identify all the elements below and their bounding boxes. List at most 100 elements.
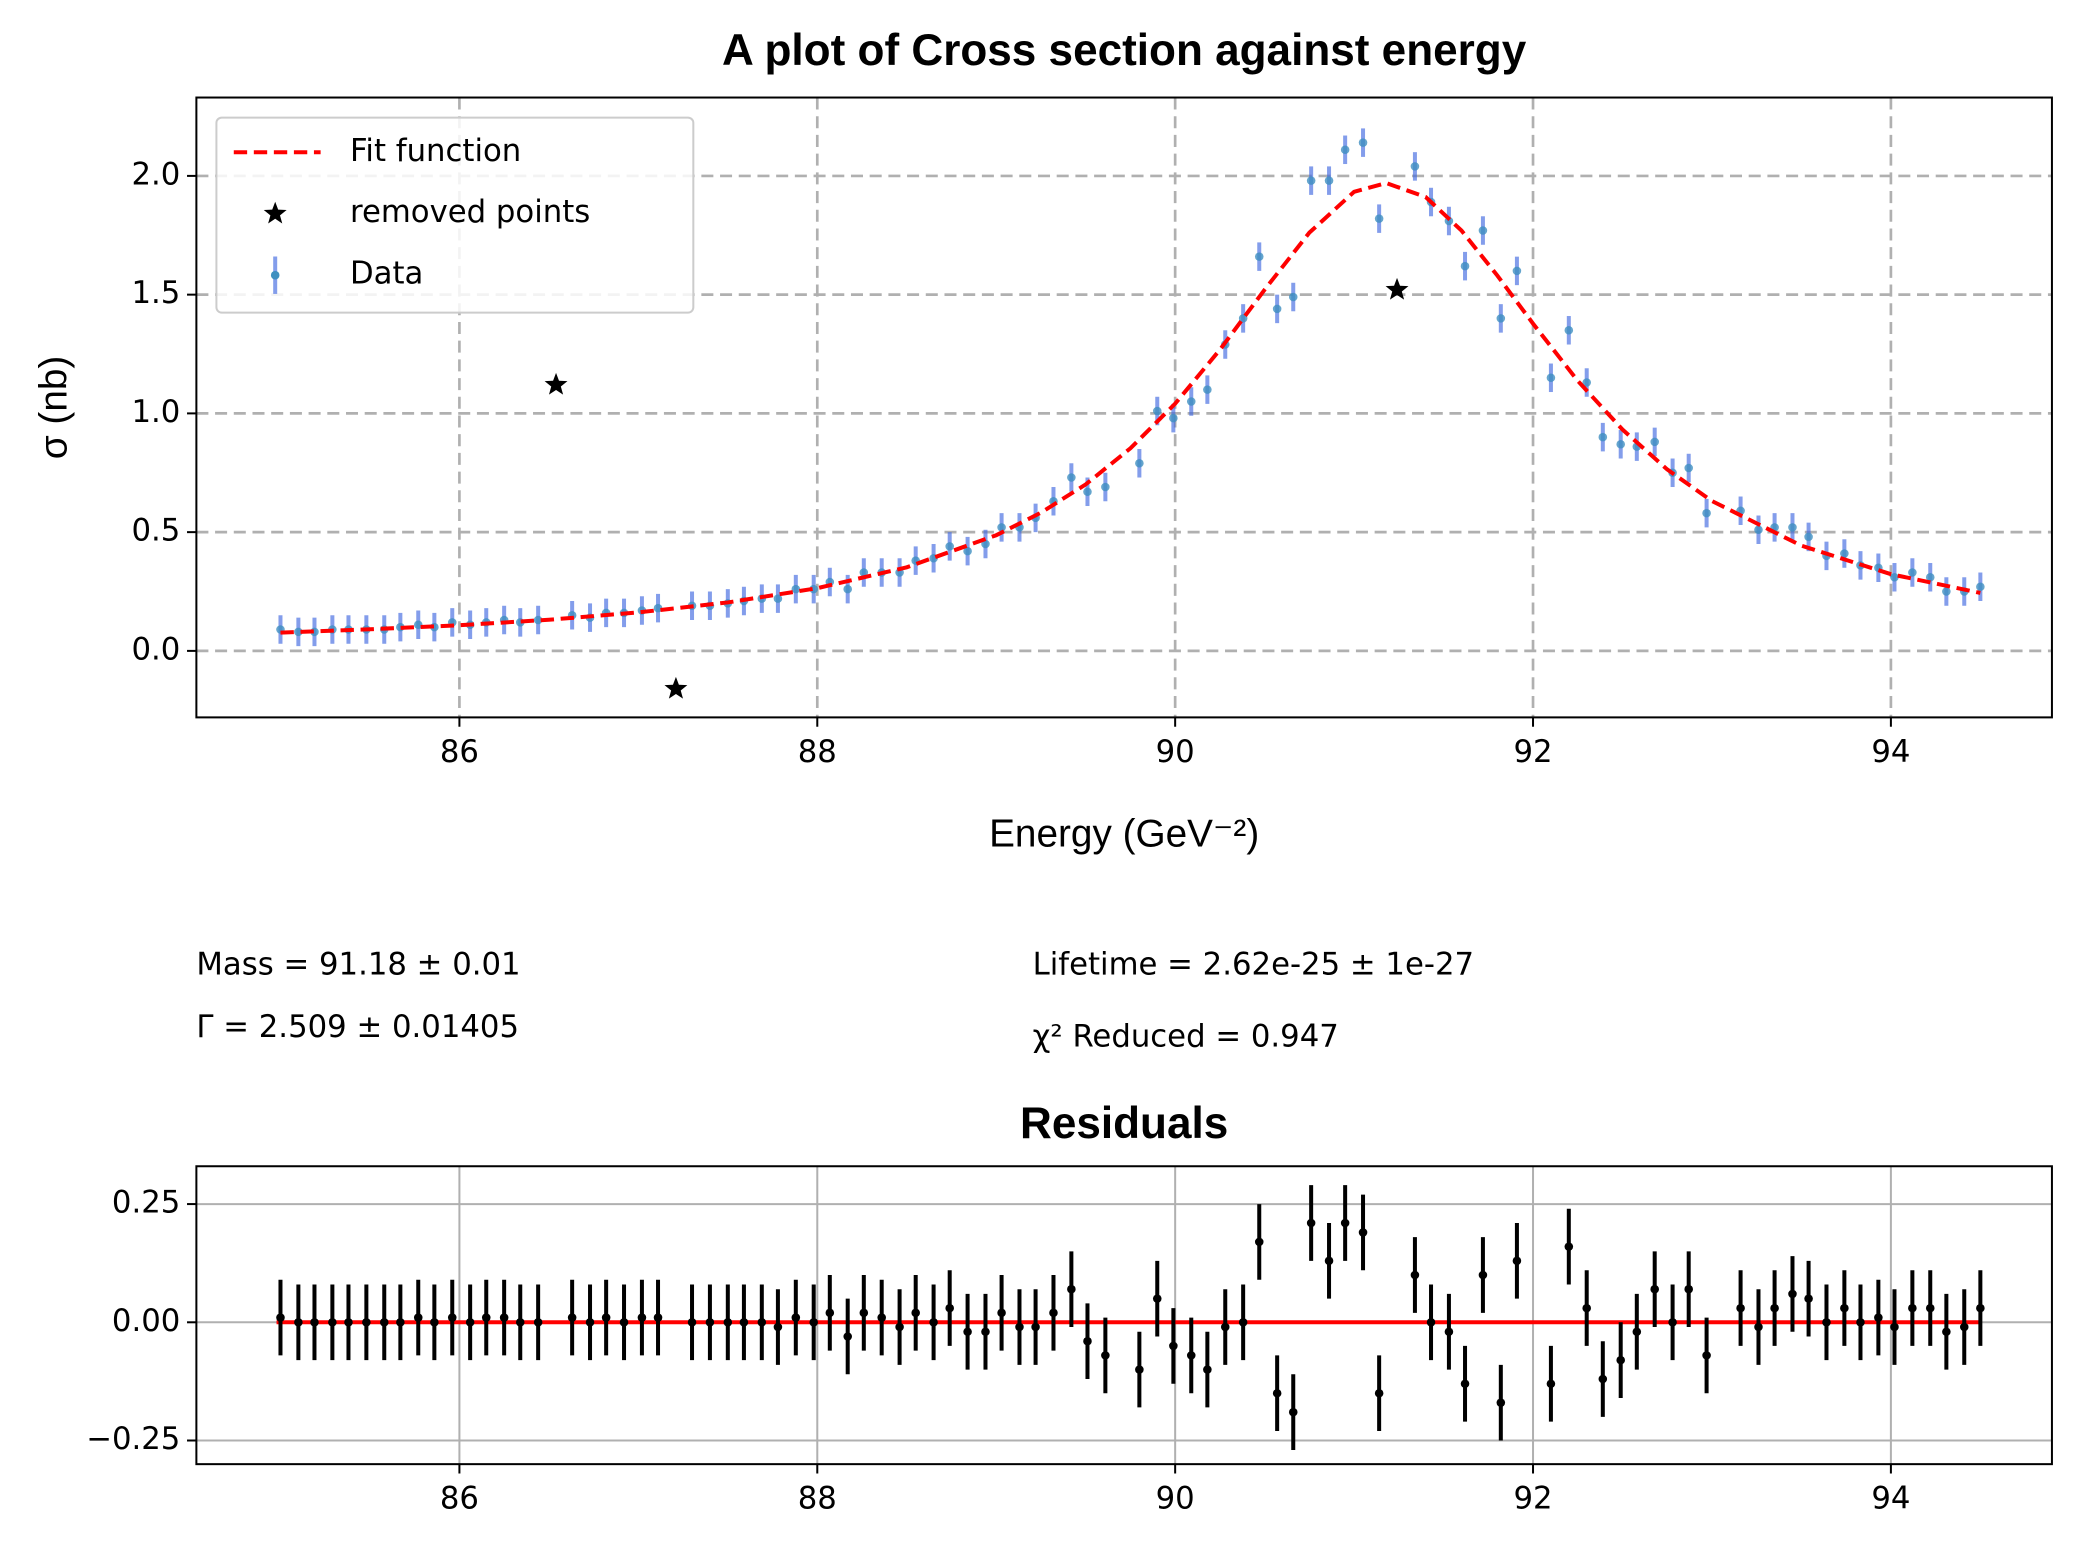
data-point [1340,1218,1350,1228]
data-point [1890,572,1899,582]
annotation: Mass = 91.18 ± 0.01 [196,946,520,982]
data-point [499,1313,509,1322]
data-point [1238,314,1248,323]
data-point [877,1313,886,1322]
data-point [723,1318,733,1327]
data-point [1890,1322,1899,1332]
x-tick-label: 94 [1871,1481,1910,1517]
data-point [533,1318,543,1327]
data-point [1650,437,1659,447]
data-point [1203,1365,1212,1374]
annotation: Γ = 2.509 ± 0.01405 [196,1009,519,1045]
x-tick-label: 90 [1156,734,1195,770]
legend-label: Fit function [350,133,521,169]
data-point [809,1318,818,1327]
data-point [809,584,818,594]
data-point [981,1327,990,1337]
data-point [1306,1218,1316,1228]
data-point [430,1318,439,1327]
data-point [1976,1303,1985,1313]
data-point [1238,1318,1248,1327]
x-tick-label: 86 [440,1481,479,1517]
data-point [1804,1294,1813,1303]
data-point [773,594,783,603]
data-point [963,546,972,556]
y-tick-label: 1.5 [131,275,180,311]
data-point [1856,1318,1865,1327]
data-point [963,1327,972,1337]
data-point [1822,1318,1831,1327]
data-point [859,568,869,577]
data-point [1684,463,1693,473]
data-point [843,584,852,594]
chart-title: Residuals [1020,1099,1228,1148]
data-point [1512,266,1522,276]
data-point [413,620,423,630]
data-point [1840,549,1849,558]
data-point [1101,1351,1110,1360]
y-tick-label: 0.25 [112,1185,180,1221]
data-point [739,1318,749,1327]
data-point [1684,1284,1693,1294]
data-point [1049,1308,1058,1318]
data-point [1478,226,1488,235]
data-point [653,1313,663,1322]
data-point [997,1308,1006,1318]
data-point [1374,1388,1384,1398]
data-point [1254,252,1264,261]
data-point [1135,458,1144,468]
data-point [945,542,954,551]
data-point [1908,568,1917,577]
data-point [1426,1318,1436,1327]
data-point [447,1313,457,1322]
removed-point [544,372,568,395]
data-point [1169,413,1178,423]
data-point [705,1318,715,1327]
data-point [276,1313,285,1322]
data-point [1288,1407,1298,1417]
legend-label: removed points [350,194,590,230]
data-point [1546,1379,1556,1389]
data-point [1083,1336,1092,1346]
data-point [773,1322,783,1332]
data-point [1925,572,1935,582]
chart-title: A plot of Cross section against energy [722,26,1527,75]
data-point [1478,1270,1488,1280]
data-point [1186,1351,1196,1360]
data-point [344,1318,353,1327]
data-point [1788,523,1797,532]
data-point [379,1318,389,1327]
annotation: χ² Reduced = 0.947 [1033,1018,1339,1054]
data-point [465,1318,475,1327]
data-point [1444,1327,1454,1337]
data-point [1925,1303,1935,1313]
data-point [895,1322,904,1332]
data-point [1512,1256,1522,1266]
axes-frame [195,96,2053,719]
data-point [929,1318,938,1327]
data-point [1582,1303,1591,1313]
data-point [1616,439,1625,449]
data-point [515,1318,525,1327]
data-point [1358,1228,1368,1237]
y-tick-label: 2.0 [131,156,180,192]
data-point [533,615,543,625]
x-tick-label: 88 [798,1481,837,1517]
data-point [687,1318,697,1327]
data-point [1668,1318,1677,1327]
data-point [1410,162,1420,171]
data-point [294,627,303,637]
data-point [1460,1379,1470,1389]
data-point [619,1318,629,1327]
data-point [757,1318,767,1327]
x-axis-label: Energy (GeV⁻²) [989,813,1259,856]
data-point [859,1308,869,1318]
data-point [1169,1341,1178,1351]
legend-label: Data [350,256,423,292]
data-point [396,1318,405,1327]
data-point [567,1313,577,1322]
data-point [997,523,1006,532]
data-point [328,1318,337,1327]
data-point [1324,176,1334,185]
